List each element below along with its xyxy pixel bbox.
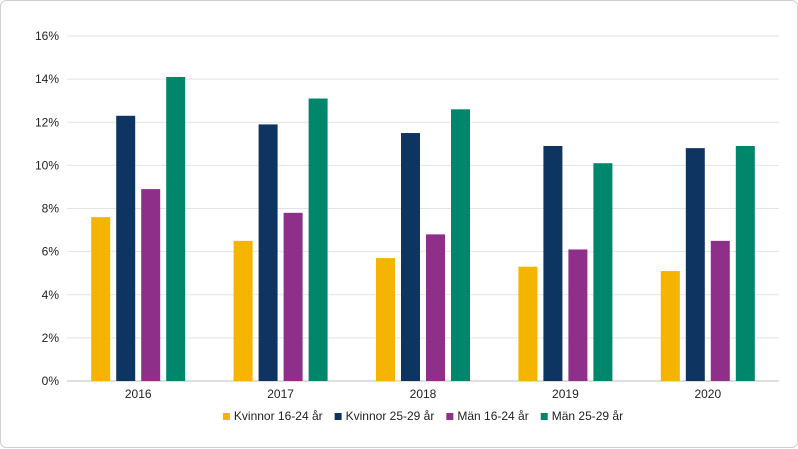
legend-label: Män 16-24 år bbox=[457, 409, 528, 423]
bar-2018-series-1 bbox=[376, 258, 395, 381]
legend-label: Kvinnor 25-29 år bbox=[346, 409, 435, 423]
x-axis-ticks: 2016 2017 2018 2019 2020 bbox=[125, 387, 722, 401]
y-tick-label: 2% bbox=[42, 331, 60, 345]
bar-2020-series-2 bbox=[685, 148, 705, 381]
y-tick-label: 16% bbox=[35, 29, 59, 43]
bar-2019-series-4 bbox=[593, 163, 613, 381]
bar-2019-series-3 bbox=[568, 249, 588, 381]
bar-2020-series-1 bbox=[660, 271, 680, 381]
x-tick-label: 2016 bbox=[125, 387, 152, 401]
bar-2016-series-1 bbox=[91, 217, 111, 381]
legend-swatch bbox=[446, 413, 454, 420]
y-tick-label: 0% bbox=[42, 374, 60, 388]
bar-2019-series-2 bbox=[543, 145, 563, 381]
bar-2018-series-3 bbox=[426, 234, 445, 381]
gridlines bbox=[67, 35, 779, 382]
bar-2019-series-1 bbox=[518, 266, 538, 381]
legend-label: Kvinnor 16-24 år bbox=[234, 409, 323, 423]
x-tick-label: 2019 bbox=[552, 387, 579, 401]
bar-2017-series-3 bbox=[283, 212, 303, 381]
y-tick-label: 14% bbox=[35, 72, 59, 86]
x-tick-label: 2018 bbox=[410, 387, 437, 401]
y-tick-label: 6% bbox=[42, 245, 60, 259]
y-tick-label: 12% bbox=[35, 115, 59, 129]
legend: Kvinnor 16-24 år Kvinnor 25-29 år Män 16-2… bbox=[222, 409, 623, 423]
legend-swatch bbox=[222, 413, 230, 420]
bar-2017-series-4 bbox=[308, 98, 328, 381]
legend-swatch bbox=[540, 413, 548, 420]
bar-2016-series-3 bbox=[141, 189, 161, 381]
bar-2018-series-4 bbox=[451, 109, 470, 381]
y-axis-ticks: 0% 2% 4% 6% 8% 10% 12% 14% 16% bbox=[35, 29, 59, 388]
y-tick-label: 10% bbox=[35, 158, 59, 172]
bar-2016-series-4 bbox=[166, 76, 186, 381]
bar-2017-series-2 bbox=[258, 124, 278, 381]
legend-label: Män 25-29 år bbox=[552, 409, 623, 423]
x-tick-label: 2020 bbox=[694, 387, 721, 401]
legend-swatch bbox=[334, 413, 342, 420]
bars bbox=[91, 76, 755, 381]
bar-2020-series-4 bbox=[735, 145, 755, 381]
y-tick-label: 8% bbox=[42, 202, 60, 216]
bar-2018-series-2 bbox=[401, 133, 420, 381]
bar-2020-series-3 bbox=[710, 240, 730, 381]
x-tick-label: 2017 bbox=[267, 387, 294, 401]
bar-2017-series-1 bbox=[233, 240, 253, 381]
y-tick-label: 4% bbox=[42, 288, 60, 302]
bar-2016-series-2 bbox=[116, 115, 136, 381]
